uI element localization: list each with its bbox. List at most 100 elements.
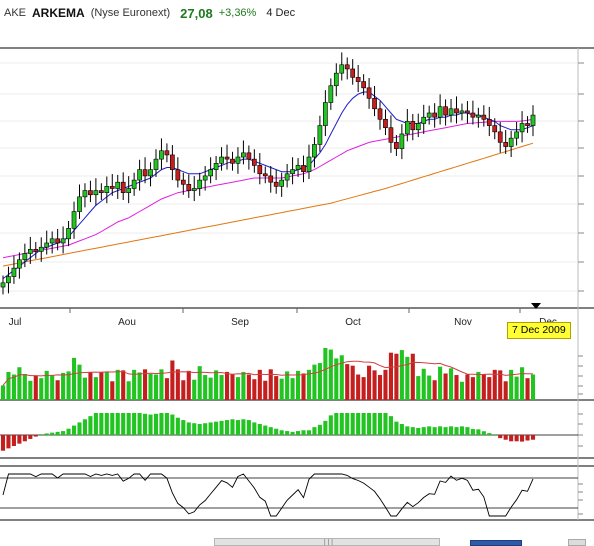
candle-body [191,188,197,191]
volume-bar [514,376,519,400]
candle-body [410,121,416,131]
macd-histogram-bar [530,435,536,440]
macd-histogram-bar [0,435,6,451]
macd-histogram-bar [328,415,333,435]
macd-histogram-bar [170,414,175,435]
macd-histogram-bar [520,435,525,442]
scroll-grip-icon[interactable]: ||| [323,539,334,546]
candle-body [11,267,17,277]
zoom-range-control[interactable] [470,540,522,546]
macd-histogram-bar [301,430,306,435]
volume-bar [164,378,169,400]
candle-body [459,110,465,114]
macd-histogram-bar [509,435,514,442]
volume-bar [312,364,317,400]
volume-bar [126,381,131,400]
volume-bar [367,365,372,400]
macd-histogram-bar [77,422,82,435]
corner-button[interactable] [568,539,586,546]
macd-histogram-bar [137,413,142,435]
volume-bar [301,373,306,400]
sma-long-line [2,142,534,267]
candle-body [437,106,443,118]
macd-histogram-bar [438,426,443,435]
candle-body [355,77,361,82]
macd-histogram-bar [334,413,339,435]
exchange-label: (Nyse Euronext) [90,7,171,19]
candle-body [530,114,536,126]
candle-body [399,133,405,149]
macd-histogram-bar [93,413,98,435]
volume-bar [159,369,164,400]
volume-bar [503,381,508,400]
candle-body [492,125,498,133]
candle-body [71,211,77,229]
candle-body [115,181,121,189]
volume-bar [181,380,186,400]
stock-chart[interactable]: JulAouSepOctNovDec [0,26,594,538]
candle-body [383,118,388,128]
macd-histogram-bar [55,431,60,435]
candle-body [175,169,181,181]
candle-body [241,152,246,158]
volume-bar [405,356,410,400]
macd-histogram-bar [421,427,426,435]
macd-histogram-bar [148,414,153,435]
volume-bar [438,366,443,400]
candle-body [213,163,219,170]
macd-histogram-bar [132,413,137,435]
candle-body [388,127,394,143]
macd-histogram-bar [121,413,126,435]
volume-bar [459,381,465,400]
candle-body [104,186,110,193]
candle-body [476,114,481,118]
macd-histogram-bar [252,422,257,435]
candle-body [372,98,377,110]
candle-body [470,112,476,118]
volume-bar [383,369,388,400]
candle-body [426,112,432,118]
volume-bar [388,352,393,400]
macd-histogram-bar [263,425,268,435]
macd-histogram-bar [317,424,322,435]
macd-histogram-bar [410,427,415,435]
volume-bar [219,375,224,400]
volume-bar [443,373,448,400]
candle-body [251,158,257,166]
candle-body [120,181,126,193]
volume-bar [252,379,257,400]
candle-body [66,228,71,240]
candle-body [93,190,99,196]
macd-histogram-bar [394,421,399,435]
volume-bar [50,375,55,400]
macd-histogram-bar [61,431,66,435]
macd-histogram-bar [208,422,213,435]
macd-histogram-bar [470,429,475,435]
volume-bar [61,372,66,400]
volume-bar [356,374,361,400]
volume-bar [476,371,481,400]
volume-average-line [2,360,534,386]
volume-bar [465,374,470,400]
macd-histogram-bar [432,427,437,435]
candle-body [290,169,295,175]
horizontal-scrollbar[interactable]: ||| [214,538,440,546]
macd-histogram-bar [257,424,262,435]
volume-bar [11,374,16,400]
volume-bar [224,371,230,400]
candle-body [443,106,448,116]
volume-bar [306,369,312,400]
macd-histogram-bar [339,413,344,435]
candle-body [186,183,192,191]
macd-histogram-bar [71,425,77,435]
candle-body [197,179,203,189]
volume-bar [274,376,279,400]
candle-body [454,108,459,114]
candle-body [180,179,186,185]
macd-histogram-bar [367,413,372,435]
macd-histogram-bar [22,435,27,442]
volume-bar [432,380,437,400]
candle-body [366,87,372,99]
candle-body [109,186,115,189]
candle-body [33,248,39,252]
